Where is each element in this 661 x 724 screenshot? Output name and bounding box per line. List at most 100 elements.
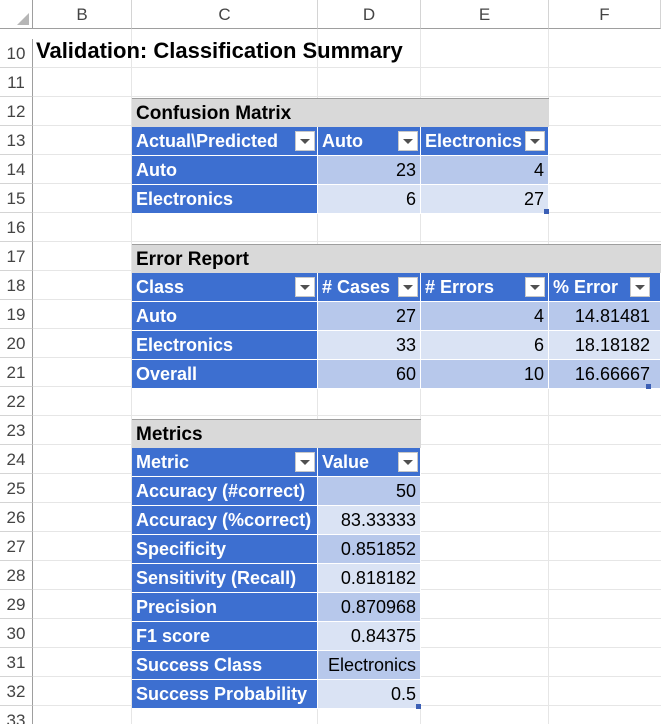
metrics-title[interactable]: Metrics — [132, 419, 421, 448]
row-header[interactable]: 16 — [0, 213, 33, 242]
select-all-corner[interactable] — [0, 0, 33, 29]
metric-label[interactable]: Sensitivity (Recall) — [132, 564, 318, 593]
error-report-title[interactable]: Error Report — [132, 244, 661, 273]
error-header-label: % Error — [553, 277, 619, 297]
confusion-value-cell[interactable]: 4 — [421, 156, 549, 185]
metric-label[interactable]: Accuracy (#correct) — [132, 477, 318, 506]
filter-dropdown-icon[interactable] — [525, 131, 545, 151]
metric-value[interactable]: 50 — [318, 477, 421, 506]
error-header-cell[interactable]: % Error — [549, 273, 661, 302]
filter-dropdown-icon[interactable] — [630, 277, 650, 297]
column-header-f[interactable]: F — [549, 0, 661, 29]
metric-value[interactable]: 0.818182 — [318, 564, 421, 593]
metric-value[interactable]: 0.84375 — [318, 622, 421, 651]
error-value-cell[interactable]: 4 — [421, 302, 549, 331]
error-value-cell[interactable]: 16.66667 — [549, 360, 661, 389]
confusion-value-cell[interactable]: 27 — [421, 185, 549, 214]
table-resize-handle[interactable] — [544, 209, 549, 214]
metric-label[interactable]: F1 score — [132, 622, 318, 651]
error-value-cell[interactable]: 14.81481 — [549, 302, 661, 331]
row-header[interactable]: 20 — [0, 329, 33, 358]
metric-value[interactable]: 83.33333 — [318, 506, 421, 535]
column-header-e[interactable]: E — [421, 0, 549, 29]
row-header[interactable]: 21 — [0, 358, 33, 387]
metric-label[interactable]: Specificity — [132, 535, 318, 564]
row-header[interactable]: 28 — [0, 561, 33, 590]
row-header[interactable]: 24 — [0, 445, 33, 474]
error-value-cell[interactable]: 10 — [421, 360, 549, 389]
grid-line — [33, 415, 661, 416]
filter-dropdown-icon[interactable] — [295, 452, 315, 472]
row-header[interactable]: 22 — [0, 387, 33, 416]
confusion-header-label: Electronics — [425, 131, 523, 151]
confusion-header-cell[interactable]: Electronics — [421, 127, 549, 156]
confusion-matrix-title[interactable]: Confusion Matrix — [132, 98, 549, 127]
row-header[interactable]: 29 — [0, 590, 33, 619]
confusion-row-label[interactable]: Auto — [132, 156, 318, 185]
row-header[interactable]: 26 — [0, 503, 33, 532]
error-row-label[interactable]: Electronics — [132, 331, 318, 360]
filter-dropdown-icon[interactable] — [398, 131, 418, 151]
row-header[interactable]: 23 — [0, 416, 33, 445]
error-row-label[interactable]: Auto — [132, 302, 318, 331]
error-header-cell[interactable]: # Cases — [318, 273, 421, 302]
filter-dropdown-icon[interactable] — [525, 277, 545, 297]
filter-dropdown-icon[interactable] — [398, 452, 418, 472]
row-header[interactable]: 10 — [0, 39, 33, 68]
error-row-label[interactable]: Overall — [132, 360, 318, 389]
metric-value[interactable]: 0.870968 — [318, 593, 421, 622]
row-header[interactable]: 25 — [0, 474, 33, 503]
row-header[interactable]: 31 — [0, 648, 33, 677]
error-header-label: Class — [136, 277, 185, 297]
column-header-b[interactable]: B — [33, 0, 132, 29]
error-header-cell[interactable]: Class — [132, 273, 318, 302]
row-header[interactable]: 17 — [0, 242, 33, 271]
grid-line — [131, 29, 132, 724]
metric-label[interactable]: Precision — [132, 593, 318, 622]
row-header[interactable]: 33 — [0, 706, 33, 724]
confusion-value-cell[interactable]: 23 — [318, 156, 421, 185]
error-value-cell[interactable]: 60 — [318, 360, 421, 389]
error-header-label: # Cases — [322, 277, 391, 297]
error-header-cell[interactable]: # Errors — [421, 273, 549, 302]
table-resize-handle[interactable] — [646, 384, 651, 389]
row-header[interactable]: 18 — [0, 271, 33, 300]
sheet-title: Validation: Classification Summary — [36, 38, 403, 63]
confusion-header-label: Actual\Predicted — [136, 131, 279, 151]
row-header[interactable]: 15 — [0, 184, 33, 213]
metric-label[interactable]: Success Class — [132, 651, 318, 680]
error-header-label: # Errors — [425, 277, 495, 297]
confusion-header-cell[interactable]: Auto — [318, 127, 421, 156]
metrics-header-cell[interactable]: Metric — [132, 448, 318, 477]
confusion-header-label: Auto — [322, 131, 363, 151]
row-header[interactable]: 32 — [0, 677, 33, 706]
table-resize-handle[interactable] — [416, 704, 421, 709]
error-value-cell[interactable]: 18.18182 — [549, 331, 661, 360]
metric-value[interactable]: Electronics — [318, 651, 421, 680]
metrics-header-cell[interactable]: Value — [318, 448, 421, 477]
confusion-value-cell[interactable]: 6 — [318, 185, 421, 214]
error-value-cell[interactable]: 33 — [318, 331, 421, 360]
metric-value[interactable]: 0.851852 — [318, 535, 421, 564]
row-header[interactable]: 11 — [0, 68, 33, 97]
confusion-header-cell[interactable]: Actual\Predicted — [132, 127, 318, 156]
filter-dropdown-icon[interactable] — [398, 277, 418, 297]
row-header[interactable]: 19 — [0, 300, 33, 329]
filter-dropdown-icon[interactable] — [295, 277, 315, 297]
row-header[interactable]: 13 — [0, 126, 33, 155]
metric-label[interactable]: Accuracy (%correct) — [132, 506, 318, 535]
metric-label[interactable]: Success Probability — [132, 680, 318, 709]
error-value-cell[interactable]: 6 — [421, 331, 549, 360]
confusion-row-label[interactable]: Electronics — [132, 185, 318, 214]
column-header-d[interactable]: D — [318, 0, 421, 29]
column-header-c[interactable]: C — [132, 0, 318, 29]
metrics-header-label: Metric — [136, 452, 190, 472]
metric-value[interactable]: 0.5 — [318, 680, 421, 709]
error-value-cell[interactable]: 27 — [318, 302, 421, 331]
row-header[interactable]: 30 — [0, 619, 33, 648]
row-header[interactable]: 27 — [0, 532, 33, 561]
row-header[interactable]: 12 — [0, 97, 33, 126]
filter-dropdown-icon[interactable] — [295, 131, 315, 151]
row-header[interactable]: 14 — [0, 155, 33, 184]
